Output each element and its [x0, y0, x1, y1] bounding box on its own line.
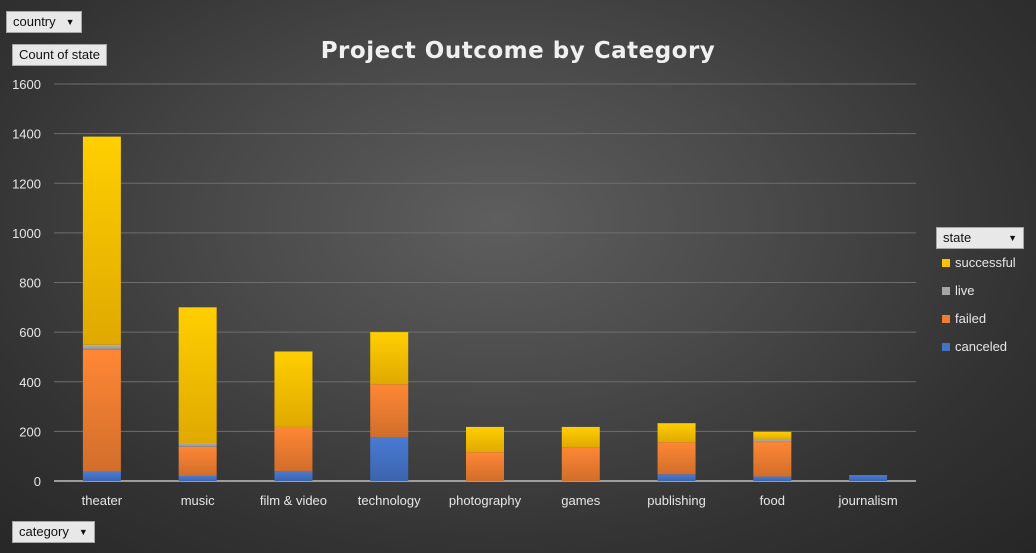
x-tick-label: publishing [647, 493, 706, 508]
bar-segment-successful [466, 426, 504, 453]
legend-item-canceled: canceled [942, 337, 1016, 365]
y-tick-label: 600 [19, 325, 41, 340]
bar-segment-canceled [657, 474, 696, 481]
legend-item-successful: successful [942, 253, 1016, 281]
bar-segment-failed [466, 452, 504, 481]
values-field-label: Count of state [19, 47, 100, 62]
values-field-button[interactable]: Count of state [12, 44, 107, 66]
state-filter-button[interactable]: state ▼ [936, 227, 1024, 249]
chart-title: Project Outcome by Category [320, 38, 716, 64]
bar-segment-canceled [753, 476, 792, 481]
x-tick-label: theater [82, 493, 123, 508]
y-tick-label: 1600 [12, 77, 41, 92]
category-filter-button[interactable]: category ▼ [12, 521, 95, 543]
state-filter-label: state [943, 230, 972, 245]
x-tick-label: journalism [837, 493, 897, 508]
bar-segment-successful [753, 431, 792, 440]
bar-segment-failed [274, 426, 313, 472]
x-tick-label: technology [358, 493, 421, 508]
bar-segment-failed [561, 447, 600, 481]
legend-label: successful [955, 255, 1016, 270]
bar-segment-successful [178, 307, 217, 444]
dropdown-arrow-icon: ▼ [78, 527, 88, 537]
bar-segment-failed [178, 446, 217, 477]
legend-label: live [955, 283, 975, 298]
bar-segment-live [753, 439, 792, 443]
dropdown-arrow-icon: ▼ [1008, 233, 1017, 243]
legend: successful live failed canceled [942, 253, 1016, 365]
y-tick-label: 0 [34, 474, 41, 489]
y-tick-label: 1400 [12, 127, 41, 142]
y-tick-label: 400 [19, 375, 41, 390]
bar-segment-failed [82, 349, 121, 472]
bar-segment-failed [370, 384, 409, 438]
bar-segment-successful [274, 351, 313, 427]
x-tick-label: film & video [260, 493, 327, 508]
bar-segment-canceled [178, 476, 217, 481]
dropdown-arrow-icon: ▼ [65, 17, 75, 27]
bar-segment-canceled [82, 471, 121, 481]
y-tick-label: 1200 [12, 176, 41, 191]
bar-segment-successful [82, 136, 121, 345]
bar-segment-failed [753, 442, 792, 477]
y-tick-label: 1000 [12, 226, 41, 241]
y-tick-label: 800 [19, 276, 41, 291]
legend-swatch [942, 287, 950, 295]
legend-swatch [942, 343, 950, 351]
legend-item-failed: failed [942, 309, 1016, 337]
legend-swatch [942, 315, 950, 323]
bar-segment-live [82, 344, 121, 350]
bar-segment-successful [657, 423, 696, 443]
bar-segment-successful [370, 332, 409, 385]
bar-segment-live [178, 443, 217, 447]
legend-label: failed [955, 311, 987, 326]
bar-segment-canceled [274, 471, 313, 481]
x-tick-label: music [181, 493, 215, 508]
x-tick-label: photography [449, 493, 522, 508]
y-tick-label: 200 [19, 424, 41, 439]
category-filter-label: category [19, 524, 69, 539]
bar-segment-canceled [849, 475, 888, 481]
bar-segment-canceled [370, 437, 409, 481]
country-filter-label: country [13, 14, 56, 29]
legend-item-live: live [942, 281, 1016, 309]
legend-label: canceled [955, 339, 1008, 354]
bar-segment-failed [657, 442, 696, 475]
bar-segment-successful [561, 426, 600, 448]
legend-swatch [942, 259, 950, 267]
country-filter-button[interactable]: country ▼ [6, 11, 82, 33]
x-tick-label: food [760, 493, 785, 508]
x-tick-label: games [561, 493, 601, 508]
